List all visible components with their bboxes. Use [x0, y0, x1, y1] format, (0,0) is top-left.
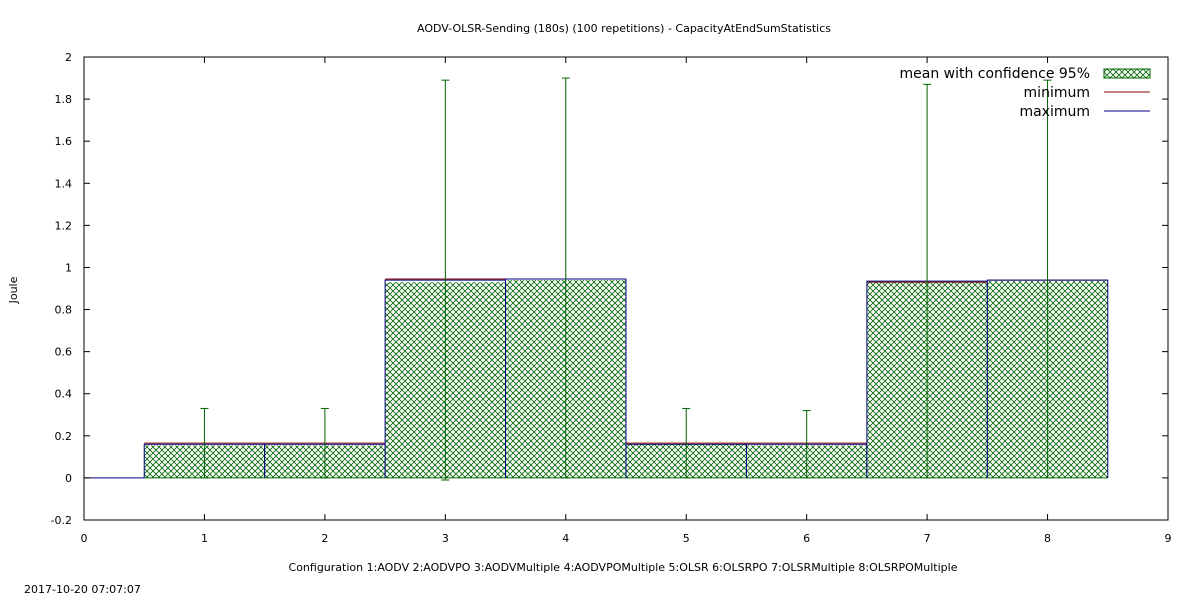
axes: -0.2 0 0.2 0.4 0.6 0.8 1 1.2 1.4 1.6 1.8 2 0 1 2 3 4 5 6 7 8… [51, 51, 1172, 545]
legend-label: mean with confidence 95% [899, 66, 1090, 82]
y-tick-label: 0.6 [55, 346, 73, 359]
x-tick-label: 7 [924, 532, 931, 545]
chart-title: AODV-OLSR-Sending (180s) (100 repetition… [417, 22, 831, 35]
legend: mean with confidence 95% minimum maximum [899, 66, 1151, 120]
y-tick-label: 0 [65, 472, 72, 485]
plot-border [83, 56, 1169, 521]
x-tick-label: 4 [562, 532, 569, 545]
x-axis-label: Configuration 1:AODV 2:AODVPO 3:AODVMult… [289, 561, 958, 574]
y-tick-label: 2 [65, 51, 72, 64]
y-tick-label: 0.2 [55, 430, 73, 443]
y-tick-label: 1.6 [55, 135, 73, 148]
x-tick-label: 3 [442, 532, 449, 545]
y-tick-label: 1.4 [55, 177, 73, 190]
y-tick-label: 0.4 [55, 388, 73, 401]
timestamp: 2017-10-20 07:07:07 [24, 583, 141, 596]
y-axis-label: Joule [7, 276, 20, 304]
y-tick-label: 1.2 [55, 219, 73, 232]
x-tick-label: 0 [81, 532, 88, 545]
x-tick-label: 2 [321, 532, 328, 545]
x-tick-label: 5 [683, 532, 690, 545]
x-tick-label: 6 [803, 532, 810, 545]
y-tick-label: 1.8 [55, 93, 73, 106]
x-tick-label: 1 [201, 532, 208, 545]
y-tick-label: -0.2 [51, 514, 72, 527]
x-tick-label: 8 [1044, 532, 1051, 545]
legend-label: maximum [1019, 104, 1090, 120]
y-tick-label: 1 [65, 261, 72, 274]
legend-label: minimum [1024, 85, 1090, 101]
y-tick-label: 0.8 [55, 304, 73, 317]
x-tick-label: 9 [1165, 532, 1172, 545]
plot-area [84, 77, 1109, 481]
legend-swatch-mean [1103, 68, 1151, 79]
